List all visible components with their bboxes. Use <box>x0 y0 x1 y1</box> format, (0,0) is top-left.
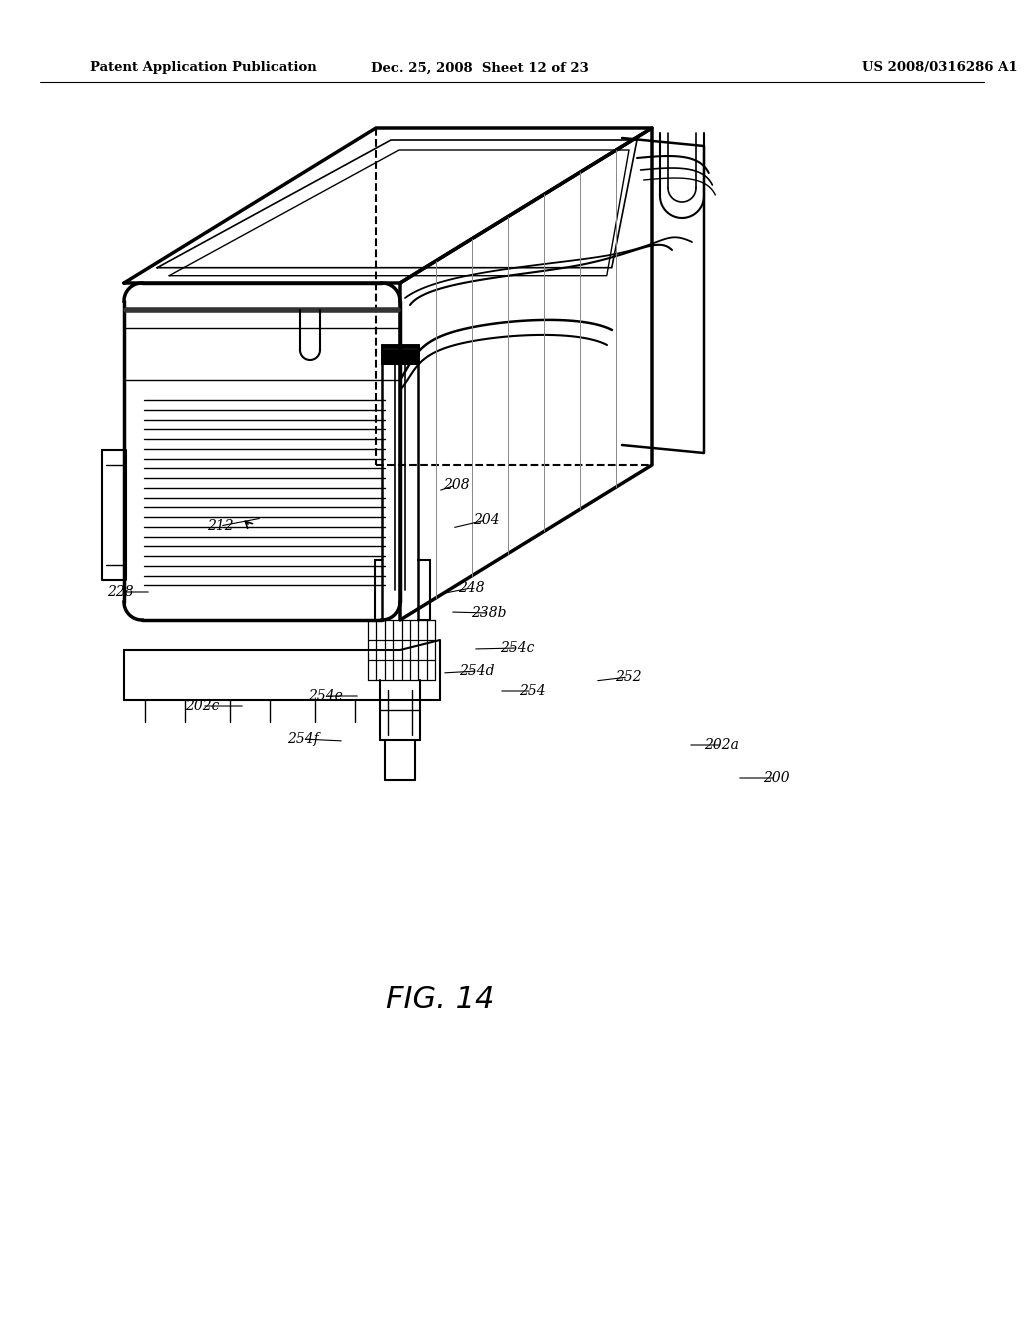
Text: US 2008/0316286 A1: US 2008/0316286 A1 <box>862 62 1018 74</box>
Text: 252: 252 <box>614 671 641 684</box>
Text: 212: 212 <box>207 519 233 533</box>
Text: 254c: 254c <box>500 642 535 655</box>
Text: 254f: 254f <box>287 733 318 746</box>
Text: 202c: 202c <box>184 700 219 713</box>
Text: 208: 208 <box>442 478 469 492</box>
Text: FIG. 14: FIG. 14 <box>386 986 495 1015</box>
Text: Patent Application Publication: Patent Application Publication <box>90 62 316 74</box>
Text: 254: 254 <box>519 684 546 698</box>
Text: 202a: 202a <box>705 738 739 752</box>
Text: 254d: 254d <box>459 664 495 678</box>
Text: 248: 248 <box>458 581 484 595</box>
Text: 228: 228 <box>106 585 133 599</box>
Text: 238b: 238b <box>471 606 507 620</box>
Text: Dec. 25, 2008  Sheet 12 of 23: Dec. 25, 2008 Sheet 12 of 23 <box>371 62 589 74</box>
Text: 204: 204 <box>473 513 500 527</box>
Text: 200: 200 <box>763 771 790 785</box>
Text: 254e: 254e <box>307 689 342 704</box>
